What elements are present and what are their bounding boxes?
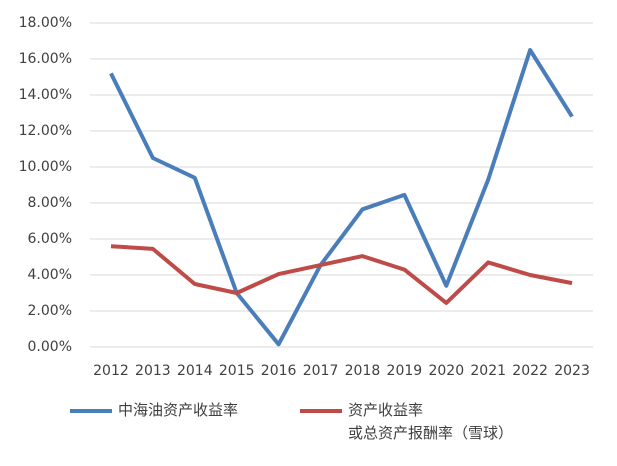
x-tick-label: 2014 <box>177 363 213 379</box>
x-tick-label: 2023 <box>554 363 590 379</box>
x-tick-label: 2013 <box>135 363 171 379</box>
y-tick-label: 0.00% <box>28 339 72 355</box>
x-tick-label: 2015 <box>219 363 255 379</box>
y-tick-label: 4.00% <box>28 267 72 283</box>
x-tick-label: 2019 <box>387 363 423 379</box>
x-tick-label: 2021 <box>470 363 506 379</box>
y-tick-label: 6.00% <box>28 231 72 247</box>
data-line <box>110 244 573 305</box>
data-line <box>109 48 574 347</box>
x-tick-label: 2022 <box>512 363 548 379</box>
y-tick-label: 16.00% <box>19 51 72 67</box>
x-tick-label: 2020 <box>428 363 464 379</box>
y-tick-label: 18.00% <box>19 15 72 31</box>
legend-label: 中海油资产收益率 <box>118 401 239 419</box>
y-tick-label: 14.00% <box>19 87 72 103</box>
y-tick-label: 10.00% <box>19 159 72 175</box>
x-tick-label: 2012 <box>93 363 129 379</box>
legend-label: 资产收益率 或总资产报酬率（雪球） <box>348 401 514 442</box>
x-tick-label: 2017 <box>303 363 339 379</box>
x-tick-label: 2016 <box>261 363 297 379</box>
y-tick-label: 12.00% <box>19 123 72 139</box>
y-tick-label: 8.00% <box>28 195 72 211</box>
y-tick-label: 2.00% <box>28 303 72 319</box>
x-tick-label: 2018 <box>345 363 381 379</box>
